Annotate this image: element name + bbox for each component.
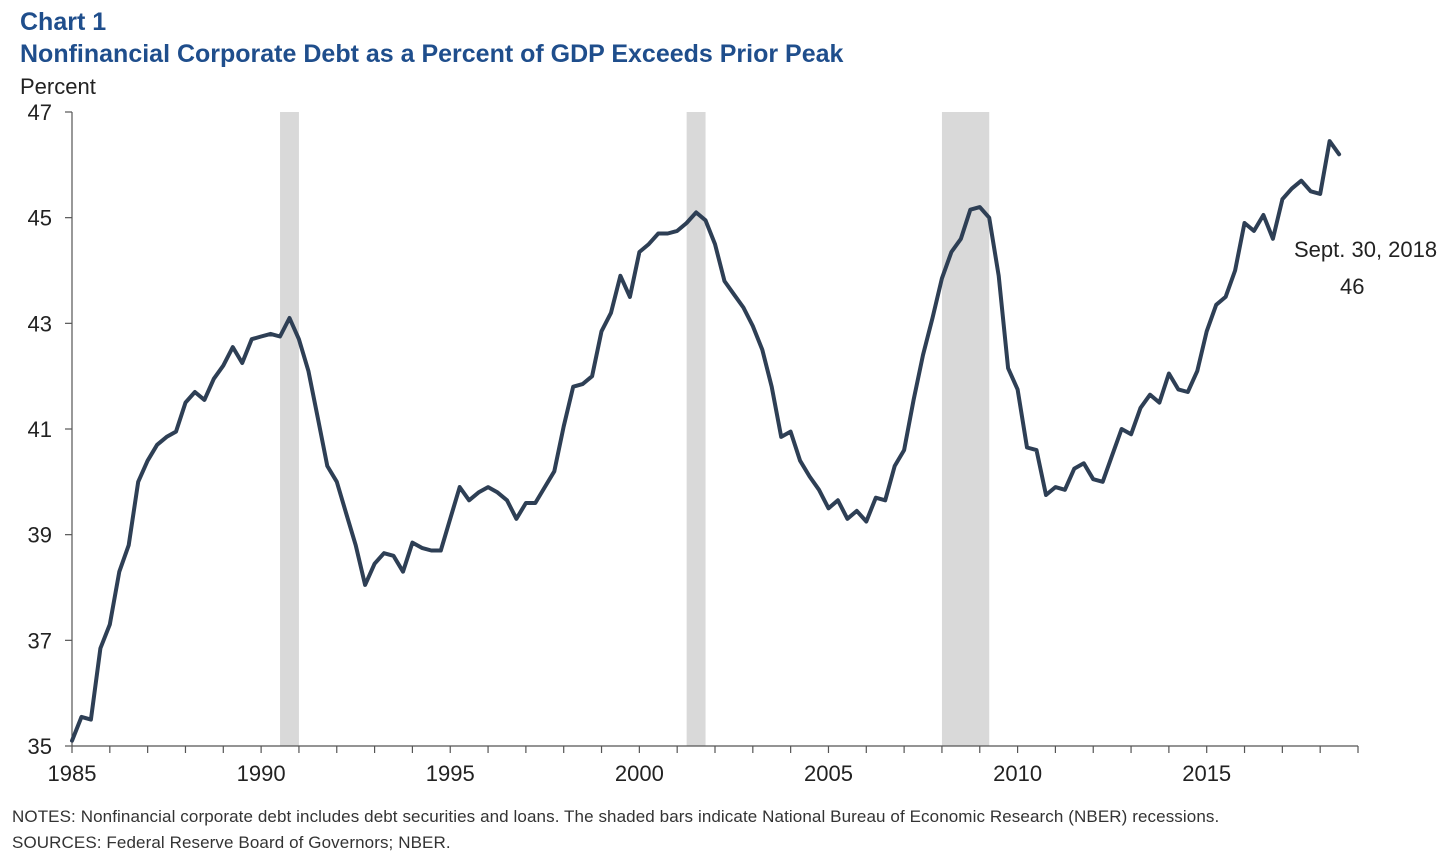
axes: 35 37 39 41 43 45 47 1985 1990 1995 2000 2005 2010 20…	[28, 100, 1359, 786]
x-tick-label: 1985	[48, 761, 97, 786]
x-tick-label: 1990	[237, 761, 286, 786]
y-tick-label: 37	[28, 628, 52, 653]
x-tick-label: 1995	[426, 761, 475, 786]
series-lines	[70, 139, 1342, 743]
x-tick-label: 2000	[615, 761, 664, 786]
recession-band	[686, 112, 706, 746]
recession-band	[280, 112, 299, 746]
series-line	[70, 139, 1342, 743]
y-tick-label: 35	[28, 734, 52, 759]
y-tick-label: 41	[28, 417, 52, 442]
x-tick-label: 2010	[993, 761, 1042, 786]
line-chart: 35 37 39 41 43 45 47 1985 1990 1995 2000 2005 2010 20…	[28, 100, 1359, 786]
chart-label: Chart 1	[20, 8, 107, 36]
y-tick-label: 39	[28, 523, 52, 548]
recession-band	[941, 112, 990, 746]
chart-title: Nonfinancial Corporate Debt as a Percent…	[20, 40, 844, 68]
latest-value-annotation: 46	[1340, 274, 1365, 299]
chart-notes: NOTES: Nonfinancial corporate debt inclu…	[12, 807, 1220, 826]
y-tick-label: 43	[28, 311, 52, 336]
latest-date-annotation: Sept. 30, 2018	[1294, 237, 1438, 262]
chart-sources: SOURCES: Federal Reserve Board of Govern…	[12, 833, 451, 852]
y-axis-unit-label: Percent	[20, 74, 96, 99]
recession-bands	[280, 112, 990, 746]
y-tick-label: 47	[28, 100, 52, 125]
y-tick-label: 45	[28, 206, 52, 231]
x-tick-label: 2005	[804, 761, 853, 786]
x-tick-label: 2015	[1182, 761, 1231, 786]
